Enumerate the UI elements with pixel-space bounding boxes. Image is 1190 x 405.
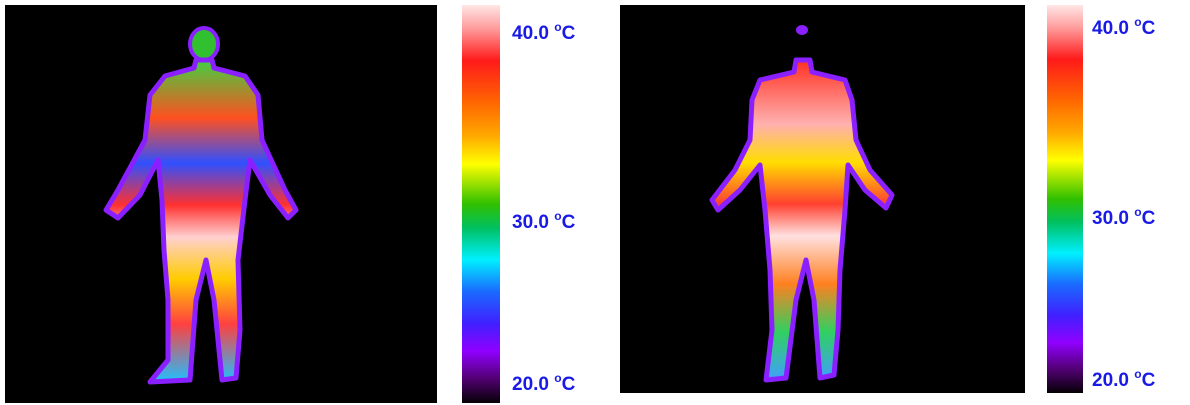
scale-label: 40.0 oC <box>512 20 576 44</box>
scale-label: 20.0 oC <box>1092 367 1156 391</box>
degree-sign: o <box>1134 205 1141 219</box>
scale-value: 30.0 <box>512 212 549 233</box>
unit: C <box>1142 18 1156 39</box>
scale-label: 30.0 oC <box>512 209 576 233</box>
unit: C <box>562 212 576 233</box>
degree-sign: o <box>1134 15 1141 29</box>
color-scale <box>462 5 500 403</box>
scale-value: 20.0 <box>512 374 549 395</box>
unit: C <box>1142 208 1156 229</box>
degree-sign: o <box>554 371 561 385</box>
thermal-figure: 40.0 oC 30.0 oC 20.0 oC 40.0 oC 30.0 oC … <box>0 0 1190 405</box>
degree-sign: o <box>1134 367 1141 381</box>
degree-sign: o <box>554 20 561 34</box>
unit: C <box>562 374 576 395</box>
scale-label: 30.0 oC <box>1092 205 1156 229</box>
unit: C <box>1142 370 1156 391</box>
scale-value: 20.0 <box>1092 370 1129 391</box>
color-scale <box>1047 5 1083 393</box>
scale-value: 40.0 <box>1092 18 1129 39</box>
degree-sign: o <box>554 209 561 223</box>
scale-label: 20.0 oC <box>512 371 576 395</box>
scale-label: 40.0 oC <box>1092 15 1156 39</box>
scale-value: 40.0 <box>512 23 549 44</box>
unit: C <box>562 23 576 44</box>
scale-value: 30.0 <box>1092 208 1129 229</box>
